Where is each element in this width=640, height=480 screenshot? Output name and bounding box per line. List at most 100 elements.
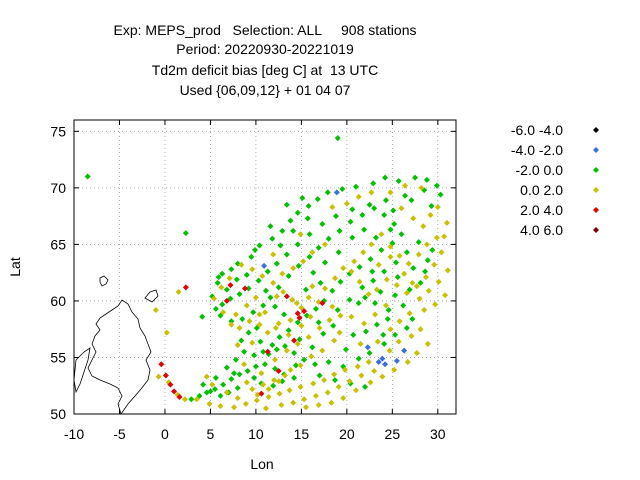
data-point: [294, 241, 301, 248]
data-point: [365, 358, 372, 365]
data-point: [315, 401, 322, 408]
data-point: [410, 265, 417, 272]
data-point: [428, 202, 435, 209]
data-point: [370, 180, 377, 187]
data-point: [259, 273, 266, 280]
data-point: [369, 268, 376, 275]
data-point: [357, 340, 364, 347]
data-point: [306, 231, 313, 238]
data-point: [238, 337, 245, 344]
data-point: [422, 268, 429, 275]
data-point: [387, 253, 394, 260]
data-point: [348, 268, 355, 275]
data-point: [287, 217, 294, 224]
legend-markers: [593, 127, 599, 233]
data-point: [322, 285, 329, 292]
data-point: [381, 268, 388, 275]
data-point: [253, 325, 260, 332]
data-point: [267, 223, 274, 230]
data-point: [269, 235, 276, 242]
data-point: [275, 368, 282, 375]
data-point: [251, 374, 258, 381]
data-point: [417, 279, 424, 286]
data-point: [392, 259, 399, 266]
x-tick-label: -10: [64, 426, 84, 442]
data-point: [220, 381, 227, 388]
data-point: [275, 378, 282, 385]
legend-entry-label: 2.0 4.0: [520, 202, 563, 218]
data-point: [282, 372, 289, 379]
data-point: [425, 287, 432, 294]
data-point: [301, 396, 308, 403]
data-point: [214, 279, 221, 286]
data-point: [219, 270, 226, 277]
legend-entry-label: -6.0 -4.0: [510, 122, 563, 138]
data-point: [355, 355, 362, 362]
data-point: [405, 260, 412, 267]
data-point: [314, 196, 321, 203]
data-point: [441, 233, 448, 240]
data-point: [312, 361, 319, 368]
data-point: [374, 338, 381, 345]
data-point: [417, 326, 424, 333]
data-point: [241, 348, 248, 355]
data-point: [312, 305, 319, 312]
data-point: [218, 284, 225, 291]
data-point: [382, 302, 389, 309]
data-point: [245, 329, 252, 336]
data-point: [332, 213, 339, 220]
data-point: [354, 363, 361, 370]
data-point: [245, 285, 252, 292]
data-point: [265, 394, 272, 401]
data-point: [167, 381, 174, 388]
data-point: [272, 356, 279, 363]
data-point: [231, 370, 238, 377]
data-point: [152, 306, 159, 313]
data-point: [381, 211, 388, 218]
data-point: [423, 176, 430, 183]
data-point: [444, 267, 451, 274]
data-point: [400, 302, 407, 309]
data-point: [233, 276, 240, 283]
data-point: [244, 368, 251, 375]
data-point: [424, 340, 431, 347]
data-point: [349, 234, 356, 241]
chart-title-line-2: Period: 20220930-20221019: [176, 41, 354, 57]
data-point: [362, 328, 369, 335]
data-point: [281, 311, 288, 318]
data-point: [291, 374, 298, 381]
data-point: [286, 387, 293, 394]
data-point: [212, 305, 219, 312]
chart-title-line-4: Used {06,09,12} + 01 04 07: [179, 82, 351, 98]
y-tick-label: 60: [50, 293, 66, 309]
data-point: [368, 241, 375, 248]
data-point: [290, 265, 297, 272]
y-tick-label: 55: [50, 349, 66, 365]
data-point: [396, 318, 403, 325]
data-point: [371, 368, 378, 375]
data-point: [260, 348, 267, 355]
data-point: [238, 261, 245, 268]
data-point: [378, 247, 385, 254]
data-point: [258, 390, 265, 397]
x-tick-label: 10: [248, 426, 264, 442]
data-point: [415, 251, 422, 258]
data-point: [276, 334, 283, 341]
data-point: [296, 336, 303, 343]
data-point: [316, 372, 323, 379]
data-point: [401, 270, 408, 277]
data-point: [409, 316, 416, 323]
data-point: [305, 202, 312, 209]
data-point: [307, 313, 314, 320]
data-point: [334, 306, 341, 313]
data-point: [256, 321, 263, 328]
data-point: [366, 349, 373, 356]
data-point: [420, 223, 427, 230]
data-point: [223, 389, 230, 396]
data-point: [209, 381, 216, 388]
data-point: [270, 382, 277, 389]
data-point: [380, 331, 387, 338]
data-point: [329, 303, 336, 310]
data-point: [317, 279, 324, 286]
data-point: [352, 387, 359, 394]
